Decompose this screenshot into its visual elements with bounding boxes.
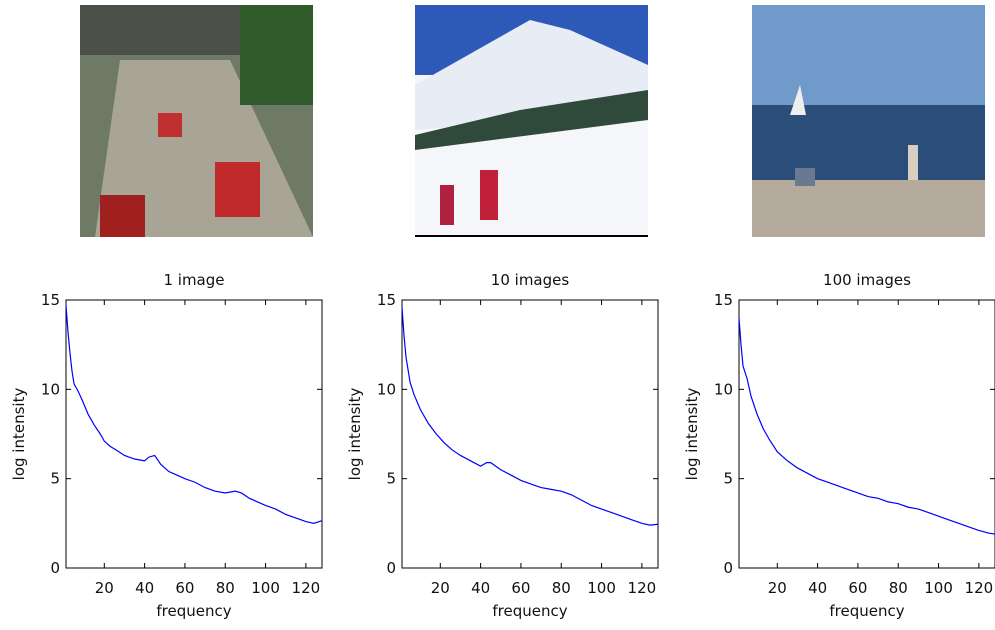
photo-ski bbox=[415, 5, 648, 237]
x-tick-label: 20 bbox=[95, 579, 114, 597]
photo-street bbox=[80, 5, 313, 237]
chart-title: 100 images bbox=[823, 271, 911, 289]
x-axis-label: frequency bbox=[829, 602, 904, 620]
photo-beach bbox=[752, 5, 985, 237]
y-tick-label: 15 bbox=[714, 291, 733, 309]
figure: 1 imagefrequencylog intensity20406080100… bbox=[0, 0, 995, 626]
x-tick-label: 60 bbox=[848, 579, 867, 597]
y-axis-label: log intensity bbox=[10, 388, 28, 481]
x-tick-label: 40 bbox=[808, 579, 827, 597]
plot-frame bbox=[739, 300, 995, 568]
y-tick-label: 5 bbox=[723, 470, 733, 488]
plot-frame bbox=[402, 300, 658, 568]
x-tick-label: 60 bbox=[511, 579, 530, 597]
x-tick-label: 100 bbox=[251, 579, 280, 597]
plot-frame bbox=[66, 300, 322, 568]
x-tick-label: 40 bbox=[135, 579, 154, 597]
x-tick-label: 20 bbox=[431, 579, 450, 597]
data-line bbox=[739, 318, 995, 534]
x-tick-label: 80 bbox=[216, 579, 235, 597]
y-tick-label: 10 bbox=[377, 380, 396, 398]
y-tick-label: 5 bbox=[50, 470, 60, 488]
y-tick-label: 15 bbox=[41, 291, 60, 309]
x-tick-label: 100 bbox=[924, 579, 953, 597]
data-line bbox=[66, 305, 322, 523]
y-tick-label: 0 bbox=[50, 559, 60, 577]
data-line bbox=[402, 307, 658, 525]
chart-title: 1 image bbox=[163, 271, 224, 289]
chart-title: 10 images bbox=[491, 271, 570, 289]
x-tick-label: 60 bbox=[175, 579, 194, 597]
x-axis-label: frequency bbox=[492, 602, 567, 620]
x-axis-label: frequency bbox=[156, 602, 231, 620]
x-tick-label: 120 bbox=[965, 579, 994, 597]
x-tick-label: 40 bbox=[471, 579, 490, 597]
x-tick-label: 120 bbox=[292, 579, 321, 597]
y-tick-label: 5 bbox=[386, 470, 396, 488]
y-axis-label: log intensity bbox=[346, 388, 364, 481]
y-tick-label: 0 bbox=[386, 559, 396, 577]
y-tick-label: 0 bbox=[723, 559, 733, 577]
x-tick-label: 20 bbox=[768, 579, 787, 597]
x-tick-label: 80 bbox=[552, 579, 571, 597]
y-tick-label: 10 bbox=[714, 380, 733, 398]
y-tick-label: 10 bbox=[41, 380, 60, 398]
x-tick-label: 120 bbox=[628, 579, 657, 597]
x-tick-label: 100 bbox=[587, 579, 616, 597]
y-axis-label: log intensity bbox=[683, 388, 701, 481]
x-tick-label: 80 bbox=[889, 579, 908, 597]
y-tick-label: 15 bbox=[377, 291, 396, 309]
